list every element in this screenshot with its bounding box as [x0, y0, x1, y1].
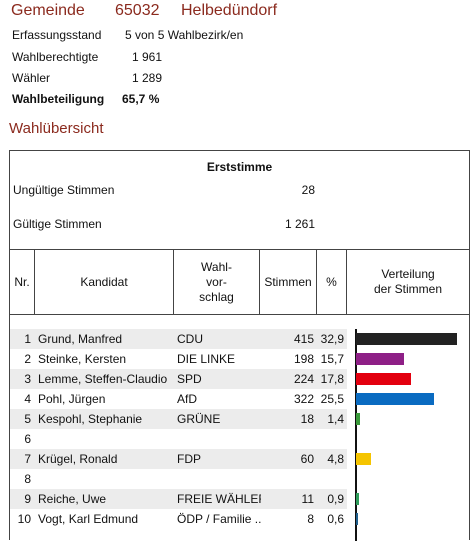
- row-nr: 7: [24, 452, 31, 466]
- gueltig-label: Gültige Stimmen: [13, 217, 102, 231]
- row-partei: ÖDP / Familie ..: [177, 512, 261, 526]
- results-table: Erststimme Ungültige Stimmen 28 Gültige …: [9, 150, 470, 541]
- row-nr: 6: [24, 432, 31, 446]
- chart-axis: [355, 329, 357, 541]
- row-kandidat: Grund, Manfred: [38, 332, 123, 346]
- row-pct: 0,9: [327, 492, 344, 506]
- beteiligung-label: Wahlbeteiligung: [12, 92, 105, 106]
- row-kandidat: Kespohl, Stephanie: [38, 412, 143, 426]
- row-stimmen: 11: [301, 492, 314, 506]
- municipality-header: Gemeinde 65032 Helbedündorf: [11, 0, 471, 24]
- row-partei: AfD: [177, 392, 198, 406]
- table-row: 5 Kespohl, Stephanie GRÜNE 18 1,4: [10, 409, 347, 429]
- row-stimmen: 198: [293, 352, 314, 366]
- row-pct: 25,5: [320, 392, 344, 406]
- row-partei: SPD: [177, 372, 202, 386]
- col-kandidat: Kandidat: [35, 250, 174, 314]
- row-kandidat: Steinke, Kersten: [38, 352, 127, 366]
- table-title: Erststimme: [206, 160, 273, 174]
- chart-bar: [356, 513, 358, 525]
- chart-bar: [356, 493, 359, 505]
- row-pct: 1,4: [327, 412, 344, 426]
- row-stimmen: 415: [293, 332, 314, 346]
- row-partei: CDU: [177, 332, 203, 346]
- ungueltig-row: Ungültige Stimmen 28: [13, 183, 315, 197]
- table-row: 8: [10, 469, 347, 489]
- chart-bar: [356, 413, 361, 425]
- row-partei: GRÜNE: [177, 412, 221, 426]
- row-partei: FDP: [177, 452, 201, 466]
- table-row: 3 Lemme, Steffen-Claudio SPD 224 17,8: [10, 369, 347, 389]
- ungueltig-value: 28: [301, 183, 315, 197]
- gueltig-value: 1 261: [284, 217, 315, 231]
- table-row: 7 Krügel, Ronald FDP 60 4,8: [10, 449, 347, 469]
- distribution-chart: [355, 329, 469, 541]
- waehler-label: Wähler: [12, 71, 51, 85]
- row-nr: 3: [24, 372, 31, 386]
- table-header: Nr. Kandidat Wahl- vor- schlag Stimmen %…: [10, 249, 469, 315]
- row-nr: 8: [24, 472, 31, 486]
- chart-bar: [356, 453, 371, 465]
- berechtigte-label: Wahlberechtigte: [12, 50, 99, 64]
- chart-bar: [356, 373, 411, 385]
- row-kandidat: Pohl, Jürgen: [38, 392, 106, 406]
- row-stimmen: 8: [307, 512, 314, 526]
- col-verteilung: Verteilung der Stimmen: [373, 267, 443, 296]
- col-pct: %: [317, 250, 347, 314]
- row-pct: 32,9: [320, 332, 344, 346]
- row-stimmen: 18: [300, 412, 314, 426]
- municipality-name: Helbedündorf: [181, 2, 278, 19]
- row-stimmen: 224: [293, 372, 314, 386]
- col-stimmen: Stimmen: [260, 250, 317, 314]
- beteiligung-value: 65,7 %: [122, 92, 160, 106]
- row-pct: 4,8: [327, 452, 344, 466]
- row-nr: 5: [24, 412, 31, 426]
- table-row: 1 Grund, Manfred CDU 415 32,9: [10, 329, 347, 349]
- municipality-code: 65032: [115, 2, 160, 19]
- section-title: Wahlübersicht: [9, 120, 104, 137]
- table-row: 4 Pohl, Jürgen AfD 322 25,5: [10, 389, 347, 409]
- table-row: 6: [10, 429, 347, 449]
- row-stimmen: 322: [293, 392, 314, 406]
- chart-bar: [356, 393, 435, 405]
- erfassung-label: Erfassungsstand: [12, 28, 102, 42]
- row-pct: 15,7: [320, 352, 344, 366]
- table-row: 10 Vogt, Karl Edmund ÖDP / Familie .. 8 0,6: [10, 509, 347, 529]
- row-kandidat: Vogt, Karl Edmund: [38, 512, 139, 526]
- row-pct: 0,6: [327, 512, 344, 526]
- row-pct: 17,8: [320, 372, 344, 386]
- row-nr: 10: [17, 512, 31, 526]
- row-kandidat: Krügel, Ronald: [38, 452, 118, 466]
- waehler-value: 1 289: [131, 71, 162, 85]
- chart-bar: [356, 353, 405, 365]
- row-stimmen: 60: [300, 452, 314, 466]
- table-row: 9 Reiche, Uwe FREIE WÄHLER 11 0,9: [10, 489, 347, 509]
- row-kandidat: Lemme, Steffen-Claudio: [38, 372, 168, 386]
- berechtigte-value: 1 961: [131, 50, 162, 64]
- row-nr: 4: [24, 392, 31, 406]
- gueltig-row: Gültige Stimmen 1 261: [13, 217, 315, 231]
- row-nr: 2: [24, 352, 31, 366]
- municipality-label: Gemeinde: [11, 2, 85, 19]
- row-partei: FREIE WÄHLER: [177, 492, 261, 506]
- erfassung-value: 5 von 5 Wahlbezirk/en: [125, 28, 244, 42]
- row-nr: 1: [24, 332, 31, 346]
- row-partei: DIE LINKE: [177, 352, 236, 366]
- row-kandidat: Reiche, Uwe: [38, 492, 107, 506]
- chart-bar: [356, 333, 457, 345]
- table-row: 2 Steinke, Kersten DIE LINKE 198 15,7: [10, 349, 347, 369]
- ungueltig-label: Ungültige Stimmen: [13, 183, 115, 197]
- row-nr: 9: [24, 492, 31, 506]
- col-nr: Nr.: [10, 250, 35, 314]
- col-vorschlag: Wahl- vor- schlag: [174, 250, 260, 314]
